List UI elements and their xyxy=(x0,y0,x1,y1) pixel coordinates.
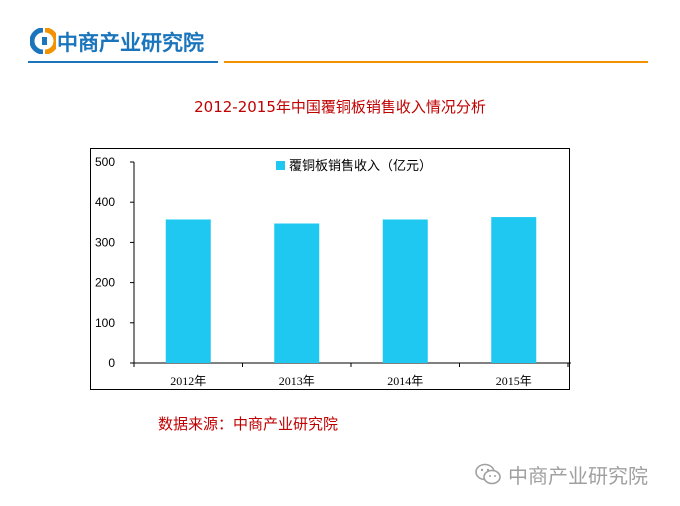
cip-logo-icon xyxy=(30,28,56,54)
header-rule-blue xyxy=(28,61,218,63)
watermark-text: 中商产业研究院 xyxy=(508,464,648,488)
page-title: 2012-2015年中国覆铜板销售收入情况分析 xyxy=(194,98,486,116)
chart-frame: 0 100 200 300 400 500 2012年 2013年 2014年 2015年 覆铜板销… xyxy=(90,148,571,390)
x-tick-label: 2012年 xyxy=(170,374,206,388)
y-tick-label: 100 xyxy=(95,316,115,330)
brand-name: 中商产业研究院 xyxy=(57,31,204,55)
bar xyxy=(382,219,428,363)
x-tick-label: 2015年 xyxy=(496,374,532,388)
bar xyxy=(491,217,537,363)
bar xyxy=(274,223,320,363)
y-tick-label: 200 xyxy=(95,276,115,290)
x-tick-label: 2014年 xyxy=(387,374,423,388)
bar-chart: 0 100 200 300 400 500 2012年 2013年 2014年 2015年 覆铜板销… xyxy=(95,155,571,388)
y-tick-label: 300 xyxy=(95,235,115,249)
y-tick-label: 0 xyxy=(108,356,115,370)
header-rule-orange xyxy=(224,61,648,63)
wechat-icon xyxy=(475,463,501,485)
x-tick-label: 2013年 xyxy=(279,374,315,388)
legend-label: 覆铜板销售收入（亿元） xyxy=(289,158,432,174)
data-source: 数据来源：中商产业研究院 xyxy=(158,415,339,433)
y-tick-label: 400 xyxy=(95,195,115,209)
bar xyxy=(165,219,211,363)
header: 中商产业研究院 xyxy=(0,0,680,70)
legend-swatch xyxy=(276,161,285,170)
y-tick-label: 500 xyxy=(95,155,115,169)
